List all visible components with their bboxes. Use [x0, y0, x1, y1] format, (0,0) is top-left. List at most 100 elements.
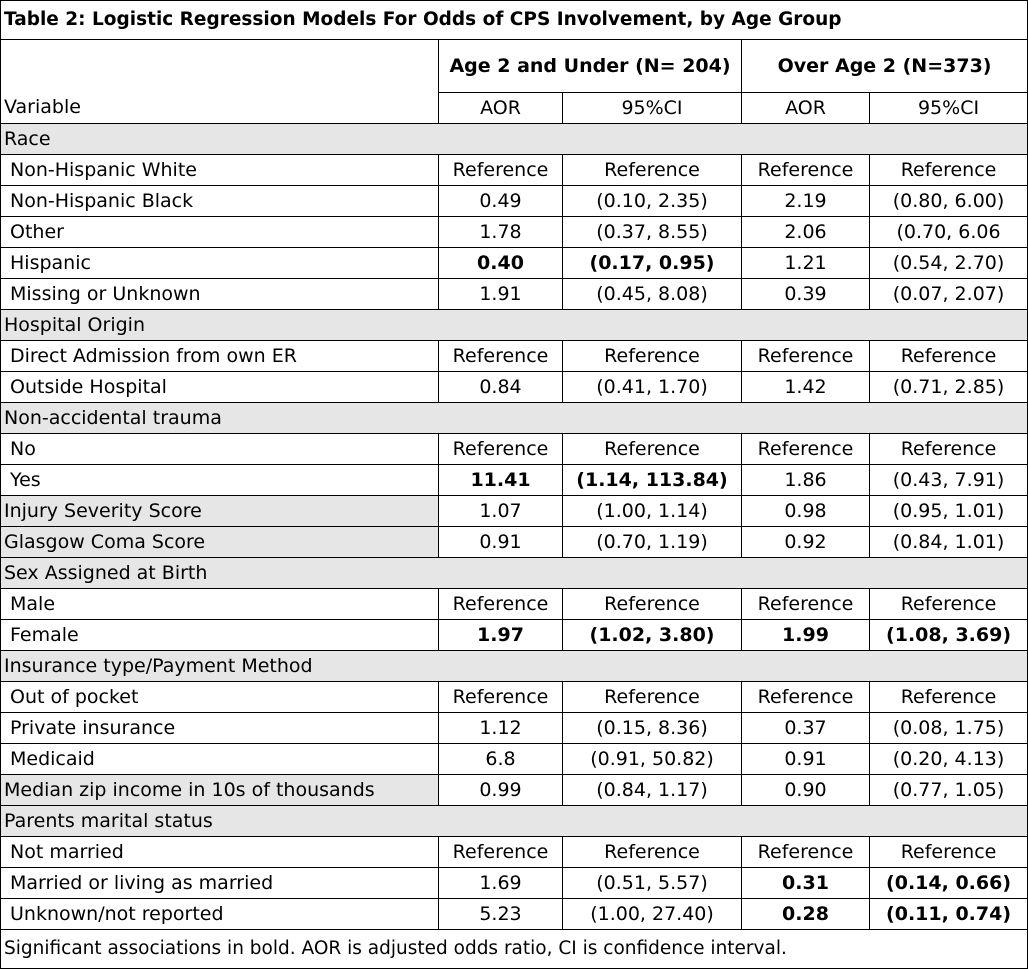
table-row: Out of pocket Reference Reference Reference… — [0, 681, 1028, 713]
ci-under2-cell: (0.45, 8.08) — [562, 278, 742, 310]
variable-label: Private insurance — [0, 712, 439, 744]
aor-over2-cell: Reference — [741, 433, 870, 465]
ci-over2-cell: (0.54, 2.70) — [868, 247, 1028, 279]
variable-label: Yes — [0, 464, 439, 496]
ci-under2-cell: (0.70, 1.19) — [562, 526, 742, 558]
ci-under2-cell: (0.91, 50.82) — [562, 743, 742, 775]
group-header-empty — [0, 39, 439, 93]
variable-label: Non-Hispanic White — [0, 154, 439, 186]
section-header-row: Hospital Origin — [0, 309, 1028, 341]
aor-over2-cell: 1.21 — [741, 247, 870, 279]
aor-under2-cell: 1.78 — [438, 216, 563, 248]
col-header-aor-over2: AOR — [741, 92, 870, 124]
table-row: Not married Reference Reference Reference Re… — [0, 836, 1028, 868]
section-label: Race — [0, 123, 1028, 155]
aor-over2-cell: 0.31 — [741, 867, 870, 899]
variable-label: Outside Hospital — [0, 371, 439, 403]
variable-label: Injury Severity Score — [0, 495, 439, 527]
table-row: Hispanic 0.40 (0.17, 0.95) 1.21 (0.54, 2.70) — [0, 247, 1028, 279]
variable-label: Unknown/not reported — [0, 898, 439, 930]
aor-over2-cell: 0.92 — [741, 526, 870, 558]
ci-over2-cell: (0.11, 0.74) — [868, 898, 1028, 930]
section-label: Sex Assigned at Birth — [0, 557, 1028, 589]
aor-under2-cell: 6.8 — [438, 743, 563, 775]
variable-label: Hispanic — [0, 247, 439, 279]
aor-under2-cell: Reference — [438, 836, 563, 868]
variable-label: Direct Admission from own ER — [0, 340, 439, 372]
group-header-over2: Over Age 2 (N=373) — [740, 39, 1028, 93]
ci-over2-cell: (1.08, 3.69) — [868, 619, 1028, 651]
aor-over2-cell: 0.39 — [741, 278, 870, 310]
ci-under2-cell: (0.41, 1.70) — [562, 371, 742, 403]
ci-over2-cell: (0.07, 2.07) — [868, 278, 1028, 310]
col-header-ci-under2: 95%CI — [562, 92, 742, 124]
col-header-variable: Variable — [0, 92, 439, 124]
ci-over2-cell: Reference — [868, 681, 1028, 713]
aor-under2-cell: 0.91 — [438, 526, 563, 558]
aor-over2-cell: Reference — [741, 588, 870, 620]
table-footnote: Significant associations in bold. AOR is… — [0, 929, 1028, 969]
variable-label: Male — [0, 588, 439, 620]
aor-under2-cell: Reference — [438, 340, 563, 372]
table-row: Glasgow Coma Score 0.91 (0.70, 1.19) 0.92 (0… — [0, 526, 1028, 558]
section-label: Insurance type/Payment Method — [0, 650, 1028, 682]
aor-under2-cell: Reference — [438, 681, 563, 713]
table-row: Yes 11.41 (1.14, 113.84) 1.86 (0.43, 7.91) — [0, 464, 1028, 496]
table-row: Other 1.78 (0.37, 8.55) 2.06 (0.70, 6.06 — [0, 216, 1028, 248]
aor-under2-cell: 1.07 — [438, 495, 563, 527]
ci-over2-cell: (0.95, 1.01) — [868, 495, 1028, 527]
table-row: Private insurance 1.12 (0.15, 8.36) 0.37 (0.… — [0, 712, 1028, 744]
aor-over2-cell: 0.98 — [741, 495, 870, 527]
section-label: Hospital Origin — [0, 309, 1028, 341]
table-row: Injury Severity Score 1.07 (1.00, 1.14) 0.9… — [0, 495, 1028, 527]
aor-under2-cell: 0.40 — [438, 247, 563, 279]
variable-label: Not married — [0, 836, 439, 868]
section-header-row: Parents marital status — [0, 805, 1028, 837]
variable-label: Medicaid — [0, 743, 439, 775]
aor-over2-cell: 1.42 — [741, 371, 870, 403]
aor-over2-cell: Reference — [741, 681, 870, 713]
aor-under2-cell: 11.41 — [438, 464, 563, 496]
aor-over2-cell: 0.28 — [741, 898, 870, 930]
ci-under2-cell: (0.15, 8.36) — [562, 712, 742, 744]
ci-under2-cell: (1.00, 1.14) — [562, 495, 742, 527]
aor-under2-cell: Reference — [438, 588, 563, 620]
variable-label: Other — [0, 216, 439, 248]
aor-under2-cell: 0.84 — [438, 371, 563, 403]
ci-over2-cell: (0.14, 0.66) — [868, 867, 1028, 899]
ci-under2-cell: (0.37, 8.55) — [562, 216, 742, 248]
variable-label: Out of pocket — [0, 681, 439, 713]
table-row: Non-Hispanic Black 0.49 (0.10, 2.35) 2.19 (0… — [0, 185, 1028, 217]
table-row: Median zip income in 10s of thousands 0.9… — [0, 774, 1028, 806]
variable-label: Female — [0, 619, 439, 651]
table-row: No Reference Reference Reference Reference — [0, 433, 1028, 465]
aor-over2-cell: Reference — [741, 154, 870, 186]
section-header-row: Non-accidental trauma — [0, 402, 1028, 434]
aor-over2-cell: 1.99 — [741, 619, 870, 651]
ci-over2-cell: (0.84, 1.01) — [868, 526, 1028, 558]
aor-over2-cell: 2.06 — [741, 216, 870, 248]
ci-over2-cell: (0.43, 7.91) — [868, 464, 1028, 496]
ci-under2-cell: (0.17, 0.95) — [562, 247, 742, 279]
variable-label: Glasgow Coma Score — [0, 526, 439, 558]
ci-under2-cell: (0.51, 5.57) — [562, 867, 742, 899]
aor-over2-cell: 0.90 — [741, 774, 870, 806]
ci-under2-cell: (1.00, 27.40) — [562, 898, 742, 930]
group-header-row: Age 2 and Under (N= 204) Over Age 2 (N=3… — [0, 39, 1028, 93]
ci-under2-cell: (0.10, 2.35) — [562, 185, 742, 217]
group-header-under2: Age 2 and Under (N= 204) — [438, 39, 742, 93]
aor-over2-cell: 0.37 — [741, 712, 870, 744]
aor-under2-cell: 0.99 — [438, 774, 563, 806]
section-header-row: Insurance type/Payment Method — [0, 650, 1028, 682]
section-header-row: Race — [0, 123, 1028, 155]
ci-under2-cell: Reference — [562, 588, 742, 620]
table-title: Table 2: Logistic Regression Models For … — [0, 0, 1028, 40]
title-row: Table 2: Logistic Regression Models For … — [0, 0, 1028, 40]
ci-over2-cell: (0.71, 2.85) — [868, 371, 1028, 403]
ci-over2-cell: (0.20, 4.13) — [868, 743, 1028, 775]
ci-over2-cell: Reference — [868, 154, 1028, 186]
aor-over2-cell: 0.91 — [741, 743, 870, 775]
ci-under2-cell: Reference — [562, 681, 742, 713]
aor-under2-cell: Reference — [438, 154, 563, 186]
